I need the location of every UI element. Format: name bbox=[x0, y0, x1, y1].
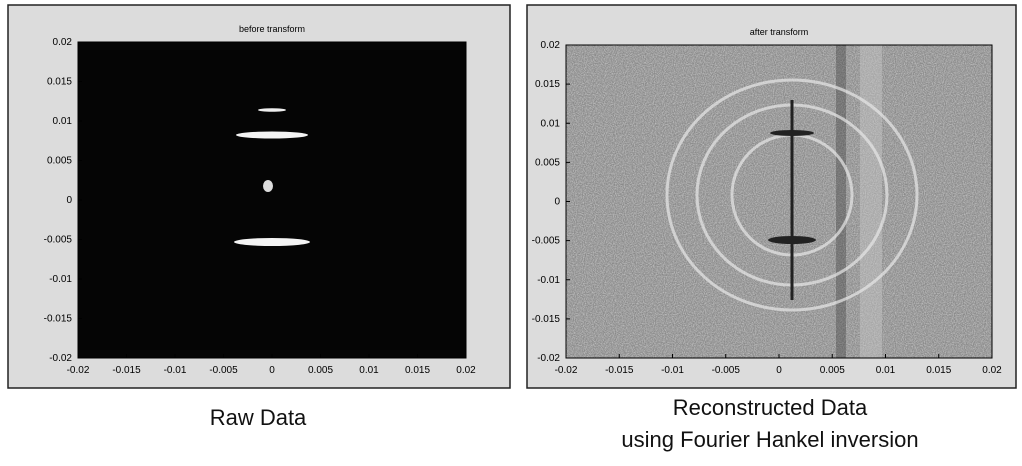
x-tick-label: 0.02 bbox=[982, 365, 1002, 376]
x-tick-label: 0 bbox=[269, 365, 275, 376]
y-tick-label: 0.015 bbox=[535, 79, 560, 90]
x-tick-label: -0.005 bbox=[712, 365, 741, 376]
y-tick-label: 0.02 bbox=[53, 37, 73, 48]
x-tick-label: 0.005 bbox=[820, 365, 845, 376]
y-tick-label: -0.015 bbox=[532, 314, 561, 325]
x-tick-label: 0 bbox=[776, 365, 782, 376]
x-tick-label: -0.01 bbox=[164, 365, 187, 376]
y-tick-label: -0.015 bbox=[44, 314, 73, 325]
y-tick-label: 0.01 bbox=[53, 116, 73, 127]
x-tick-label: 0.015 bbox=[405, 365, 430, 376]
image-feature bbox=[836, 45, 846, 358]
y-tick-label: 0.005 bbox=[535, 157, 560, 168]
y-tick-label: 0.005 bbox=[47, 156, 72, 167]
image-feature bbox=[234, 238, 310, 246]
y-tick-label: -0.01 bbox=[537, 275, 560, 286]
image-feature bbox=[860, 45, 882, 358]
x-tick-label: -0.02 bbox=[67, 365, 90, 376]
x-tick-label: 0.015 bbox=[926, 365, 951, 376]
image-background bbox=[78, 42, 466, 358]
image-feature bbox=[258, 108, 286, 112]
y-tick-label: -0.02 bbox=[537, 353, 560, 364]
x-tick-label: -0.015 bbox=[605, 365, 634, 376]
chart-title: before transform bbox=[239, 24, 305, 34]
image-texture bbox=[566, 45, 992, 358]
y-tick-label: 0 bbox=[66, 195, 72, 206]
image-feature bbox=[236, 131, 308, 139]
x-tick-label: -0.005 bbox=[209, 365, 238, 376]
image-feature bbox=[770, 130, 814, 136]
y-tick-label: -0.01 bbox=[49, 274, 72, 285]
x-tick-label: 0.01 bbox=[876, 365, 896, 376]
x-tick-label: 0.02 bbox=[456, 365, 476, 376]
y-tick-label: -0.005 bbox=[532, 236, 561, 247]
caption: Raw Data bbox=[210, 405, 307, 430]
x-tick-label: 0.005 bbox=[308, 365, 333, 376]
chart-title: after transform bbox=[750, 27, 809, 37]
y-tick-label: 0.02 bbox=[541, 40, 561, 51]
y-tick-label: 0.01 bbox=[541, 118, 561, 129]
x-tick-label: -0.02 bbox=[555, 365, 578, 376]
y-tick-label: 0 bbox=[554, 197, 560, 208]
x-tick-label: 0.01 bbox=[359, 365, 379, 376]
y-tick-label: -0.005 bbox=[44, 235, 73, 246]
caption: Reconstructed Data bbox=[673, 395, 868, 420]
caption: using Fourier Hankel inversion bbox=[621, 427, 918, 452]
y-tick-label: 0.015 bbox=[47, 77, 72, 88]
x-tick-label: -0.015 bbox=[112, 365, 141, 376]
x-tick-label: -0.01 bbox=[661, 365, 684, 376]
image-feature bbox=[263, 180, 273, 192]
image-feature bbox=[768, 236, 816, 244]
y-tick-label: -0.02 bbox=[49, 353, 72, 364]
